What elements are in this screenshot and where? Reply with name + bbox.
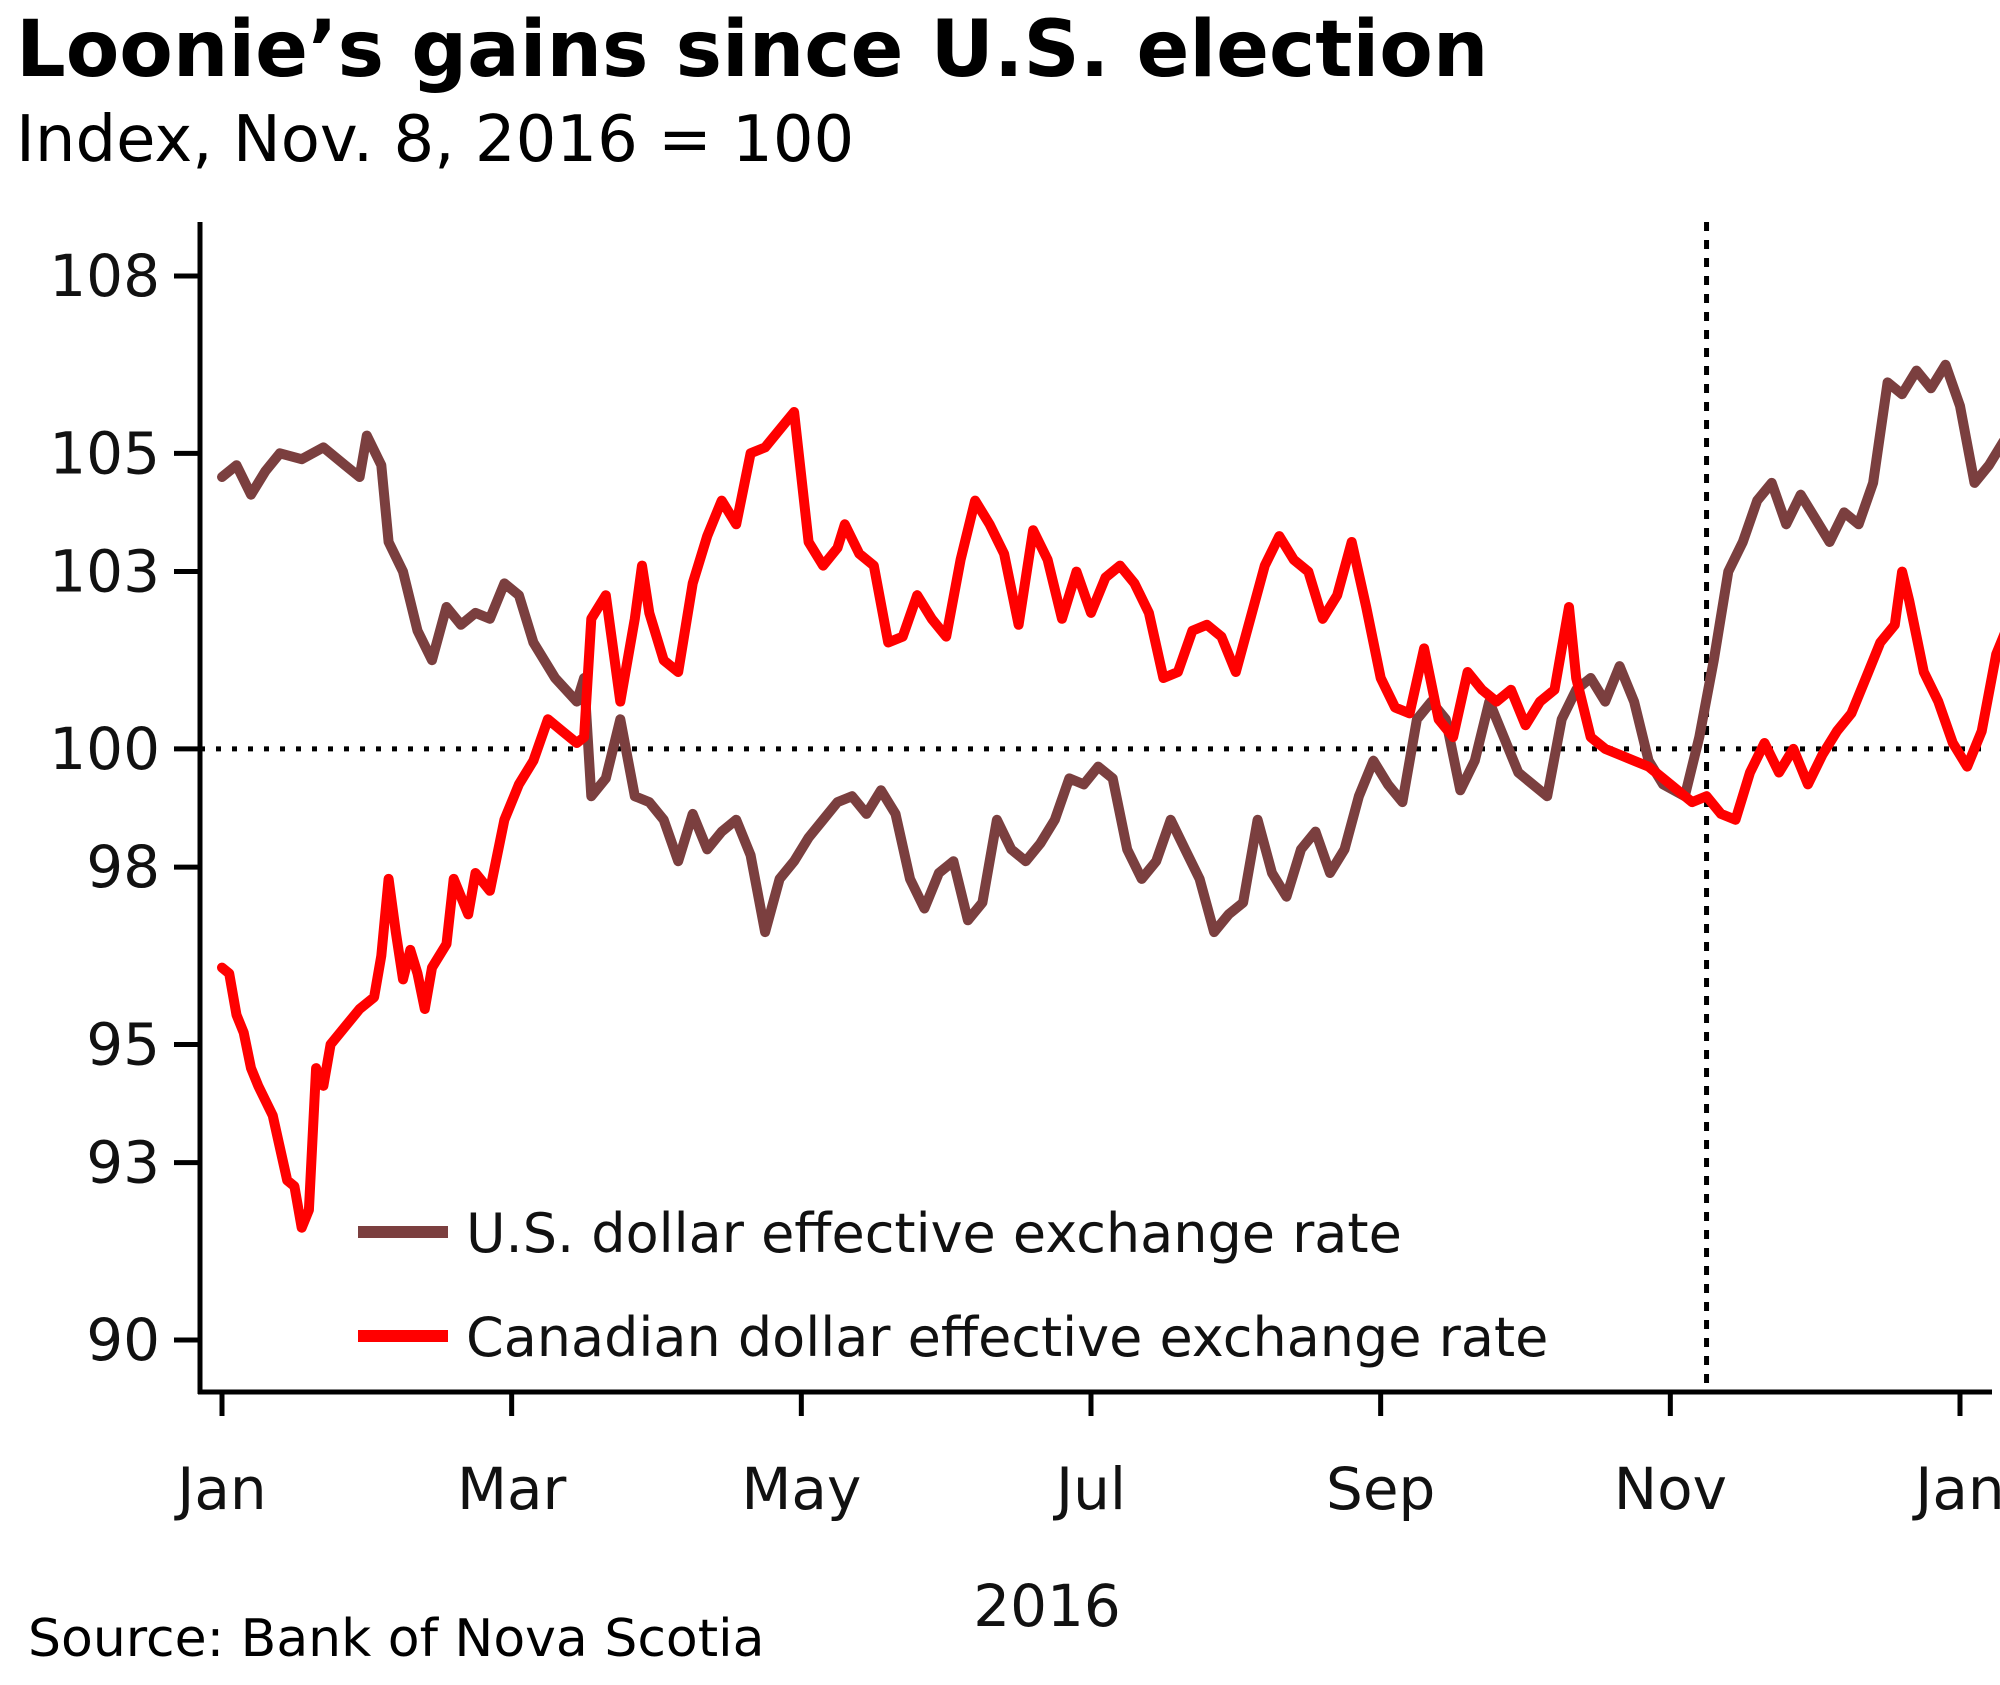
legend-label-cad: Canadian dollar effective exchange rate [466, 1306, 1548, 1369]
y-tick-label: 108 [49, 242, 160, 310]
y-tick-label: 95 [86, 1010, 160, 1078]
cad-series-line [217, 407, 2000, 1233]
source-note: Source: Bank of Nova Scotia [28, 1609, 765, 1669]
x-tick-label: Sep [1326, 1455, 1435, 1523]
legend: U.S. dollar effective exchange rate Canad… [358, 1202, 1548, 1369]
chart-title: Loonie’s gains since U.S. election [16, 5, 1489, 95]
y-tick-label: 105 [49, 419, 160, 487]
x-tick-label: Mar [457, 1455, 567, 1523]
usd-series-line [217, 359, 2000, 938]
x-tick-label: Nov [1614, 1455, 1727, 1523]
chart-subtitle: Index, Nov. 8, 2016 = 100 [16, 103, 855, 177]
x-tick-label: Jan [1912, 1455, 2000, 1523]
legend-label-usd: U.S. dollar effective exchange rate [466, 1202, 1402, 1265]
x-tick-label: Jul [1053, 1455, 1126, 1523]
y-tick-label: 98 [86, 833, 160, 901]
series-lines [217, 359, 2000, 1233]
y-tick-label: 100 [49, 715, 160, 783]
x-axis-title: 2016 [973, 1572, 1121, 1640]
y-tick-label: 103 [49, 538, 160, 606]
axes: 108 105 103 100 98 95 93 90 Jan Mar May Jul Sep Nov Ja… [49, 222, 2000, 1523]
reference-lines [200, 222, 1992, 1392]
y-tick-label: 90 [86, 1306, 160, 1374]
x-tick-label: Jan [174, 1455, 266, 1523]
x-tick-label: May [741, 1455, 861, 1523]
y-tick-label: 93 [86, 1129, 160, 1197]
